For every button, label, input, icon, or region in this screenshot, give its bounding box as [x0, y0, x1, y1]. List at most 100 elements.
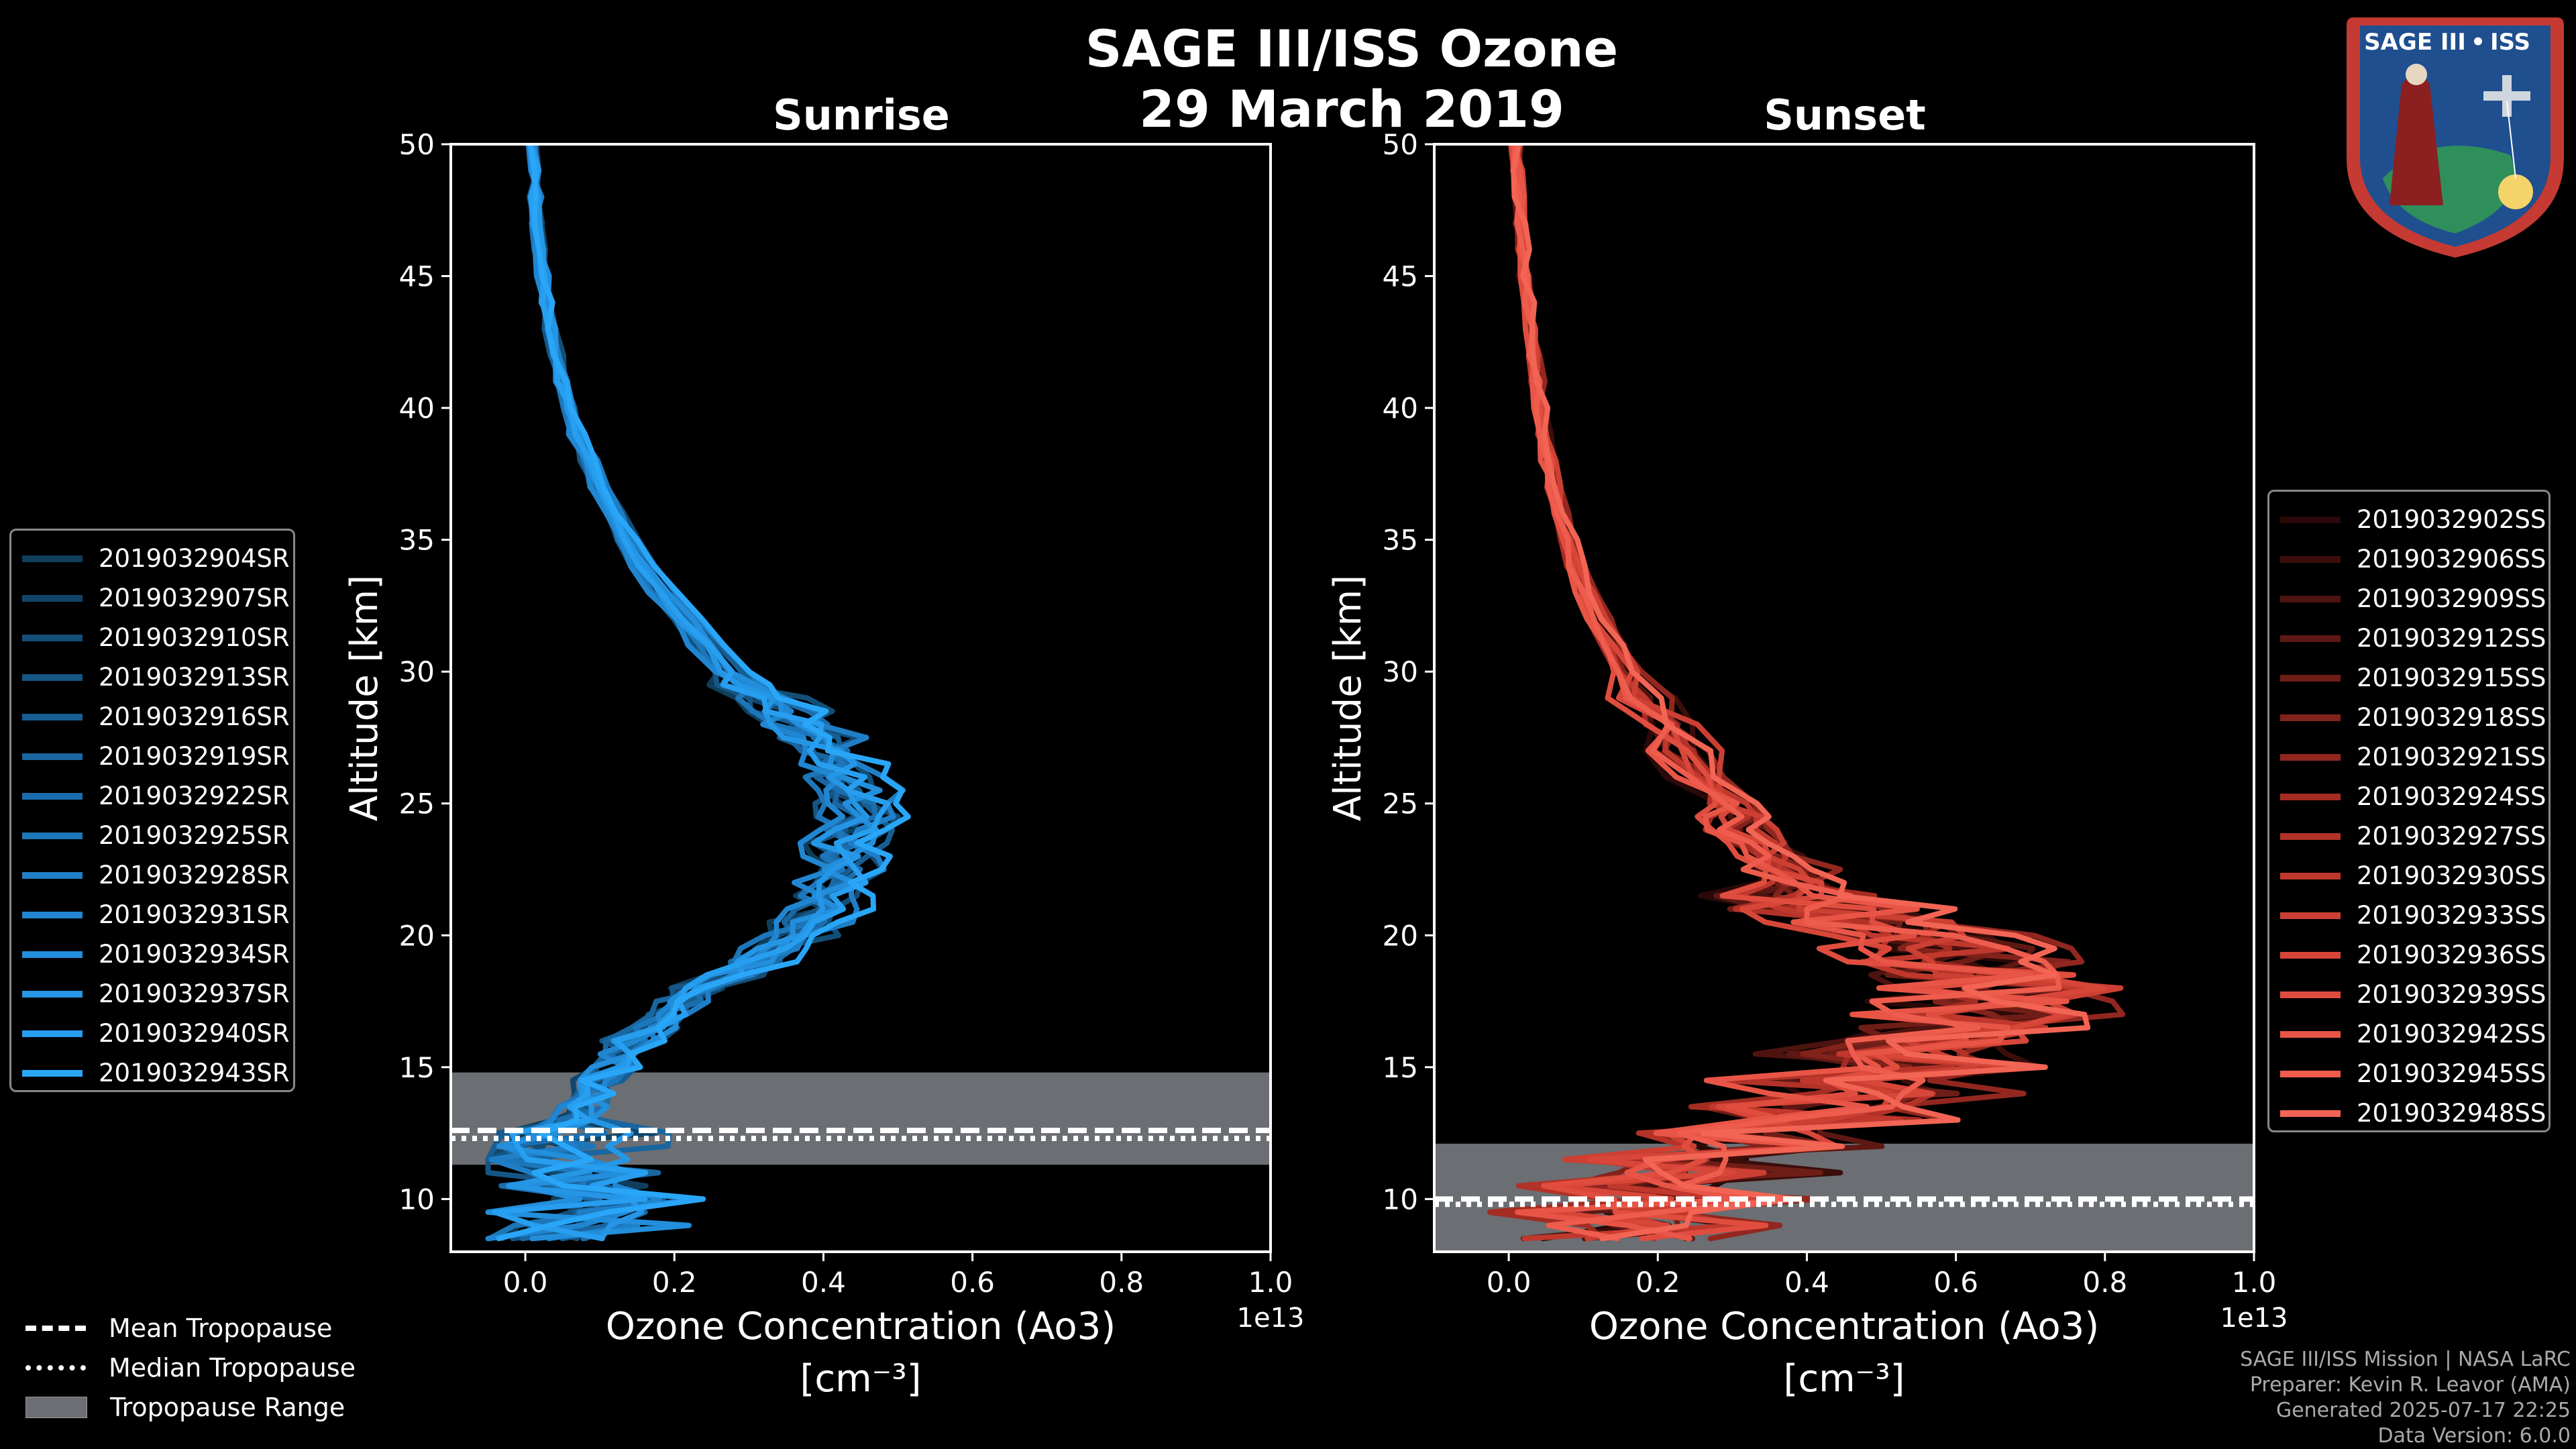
legend-label: 2019032915SS — [2357, 663, 2546, 692]
legend-swatch — [22, 911, 83, 918]
legend-item-2019032939SS: 2019032939SS — [2269, 975, 2546, 1014]
profile-line-2019032945SS — [1510, 144, 2062, 1242]
sunset-legend: 2019032902SS 2019032906SS 2019032909SS 2019… — [2267, 490, 2551, 1132]
x-tick-label: 1.0 — [2232, 1266, 2277, 1299]
credit-preparer: Preparer: Kevin R. Leavor (AMA) — [2249, 1373, 2571, 1397]
sunrise-panel: 0.0 0.2 0.4 0.6 0.8 1.0 10 15 20 25 30 35 40 45 50 1e13… — [343, 128, 1304, 1401]
credit-mission: SAGE III/ISS Mission | NASA LaRC — [2240, 1348, 2571, 1371]
logo-text-line2: ISS — [2490, 29, 2530, 56]
legend-label: 2019032937SR — [99, 979, 290, 1008]
legend-item-2019032931SR: 2019032931SR — [11, 895, 290, 934]
legend-swatch — [2280, 753, 2341, 761]
legend-swatch — [22, 555, 83, 562]
profile-line-2019032943SR — [496, 144, 911, 1242]
legend-label: 2019032928SR — [99, 861, 290, 890]
legend-swatch — [2280, 516, 2341, 523]
credits-block: SAGE III/ISS Mission | NASA LaRC Prepare… — [2240, 1347, 2571, 1449]
legend-label: 2019032913SR — [99, 663, 290, 692]
legend-label: 2019032916SR — [99, 702, 290, 731]
legend-item-2019032912SS: 2019032912SS — [2269, 619, 2546, 658]
legend-label: 2019032904SR — [99, 544, 290, 573]
legend-label: 2019032939SS — [2357, 980, 2546, 1009]
legend-swatch — [22, 792, 83, 800]
legend-label: 2019032922SR — [99, 782, 290, 810]
legend-item-2019032927SS: 2019032927SS — [2269, 816, 2546, 856]
legend-item-2019032913SR: 2019032913SR — [11, 657, 290, 697]
legend-item-2019032904SR: 2019032904SR — [11, 539, 290, 578]
legend-item-2019032937SR: 2019032937SR — [11, 974, 290, 1014]
y-tick-label: 25 — [399, 788, 435, 820]
legend-label: 2019032942SS — [2357, 1020, 2546, 1049]
sunrise-panel-title: Sunrise — [773, 91, 950, 140]
legend-item-2019032924SS: 2019032924SS — [2269, 777, 2546, 816]
legend-swatch — [2280, 912, 2341, 919]
x-tick-label: 0.6 — [950, 1266, 995, 1299]
x-tick-label: 0.4 — [801, 1266, 846, 1299]
x-axis-units: [cm⁻³] — [800, 1357, 921, 1401]
legend-label: 2019032921SS — [2357, 743, 2546, 771]
y-tick-label: 45 — [399, 260, 435, 293]
legend-label: 2019032918SS — [2357, 703, 2546, 732]
mean-tropopause-sample — [25, 1325, 86, 1331]
y-tick-label: 50 — [1383, 128, 1418, 161]
figure-title-line1: SAGE III/ISS Ozone — [1085, 19, 1619, 78]
profile-lines — [1487, 144, 2126, 1242]
legend-item-2019032948SS: 2019032948SS — [2269, 1093, 2546, 1133]
legend-label: 2019032909SS — [2357, 584, 2546, 613]
y-tick-label: 15 — [1383, 1051, 1418, 1084]
legend-item-2019032921SS: 2019032921SS — [2269, 737, 2546, 777]
figure-title-line2: 29 March 2019 — [1139, 79, 1564, 139]
x-tick-label: 1.0 — [1248, 1266, 1293, 1299]
profile-line-2019032940SR — [492, 144, 891, 1242]
legend-item-2019032928SR: 2019032928SR — [11, 855, 290, 895]
legend-swatch — [2280, 595, 2341, 602]
y-tick-label: 40 — [399, 392, 435, 425]
profile-lines — [485, 144, 911, 1242]
legend-item-2019032930SS: 2019032930SS — [2269, 856, 2546, 896]
y-tick-label: 35 — [1383, 524, 1418, 557]
mean-tropopause-label: Mean Tropopause — [109, 1313, 333, 1343]
legend-item-2019032925SR: 2019032925SR — [11, 816, 290, 855]
x-tick-label: 0.6 — [1933, 1266, 1978, 1299]
x-tick-label: 0.4 — [1784, 1266, 1829, 1299]
logo-station-panel-icon — [2502, 75, 2512, 117]
legend-swatch — [2280, 793, 2341, 800]
legend-swatch — [2280, 833, 2341, 840]
y-tick-label: 20 — [1383, 919, 1418, 952]
legend-swatch — [2280, 635, 2341, 642]
x-axis-label: Ozone Concentration (Ao3) — [606, 1305, 1116, 1348]
y-tick-label: 10 — [399, 1183, 435, 1216]
sunset-panel: 0.0 0.2 0.4 0.6 0.8 1.0 10 15 20 25 30 35 40 45 50 1e13… — [1326, 128, 2288, 1401]
y-axis-label: Altitude [km] — [1326, 575, 1370, 821]
legend-label: 2019032925SR — [99, 821, 290, 850]
credit-generated: Generated 2025-07-17 22:25 — [2275, 1399, 2571, 1422]
legend-item-2019032936SS: 2019032936SS — [2269, 935, 2546, 975]
legend-label: 2019032948SS — [2357, 1099, 2546, 1128]
legend-swatch — [22, 832, 83, 839]
legend-label: 2019032910SR — [99, 623, 290, 652]
x-tick-label: 0.8 — [1099, 1266, 1144, 1299]
sunrise-legend: 2019032904SR 2019032907SR 2019032910SR 2019… — [9, 529, 295, 1092]
legend-label: 2019032931SR — [99, 900, 290, 929]
y-tick-label: 35 — [399, 524, 435, 557]
legend-item-2019032933SS: 2019032933SS — [2269, 896, 2546, 935]
legend-label: 2019032934SR — [99, 940, 290, 969]
logo-figure-icon — [2390, 74, 2443, 205]
y-tick-label: 50 — [399, 128, 435, 161]
legend-swatch — [22, 1069, 83, 1077]
legend-item-2019032915SS: 2019032915SS — [2269, 658, 2546, 698]
y-tick-label: 20 — [399, 919, 435, 952]
plot-frame — [449, 143, 1272, 1253]
legend-swatch — [22, 594, 83, 602]
y-tick-label: 15 — [399, 1051, 435, 1084]
x-axis-units: [cm⁻³] — [1783, 1357, 1904, 1401]
legend-swatch — [22, 674, 83, 681]
logo-beam-icon — [2506, 101, 2516, 179]
legend-label: 2019032902SS — [2357, 505, 2546, 534]
legend-label: 2019032924SS — [2357, 782, 2546, 811]
sunset-panel-title: Sunset — [1764, 91, 1926, 140]
tropopause-legend: Mean Tropopause Median Tropopause Tropop… — [20, 1308, 423, 1429]
legend-label: 2019032907SR — [99, 584, 290, 612]
profile-line-2019032948SS — [1511, 144, 2091, 1242]
x-tick-label: 0.2 — [1635, 1266, 1680, 1299]
